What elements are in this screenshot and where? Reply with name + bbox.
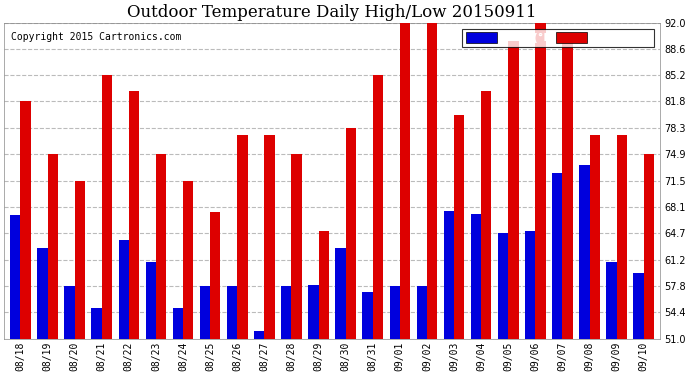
Text: Copyright 2015 Cartronics.com: Copyright 2015 Cartronics.com: [11, 32, 181, 42]
Bar: [481, 90, 491, 339]
Bar: [156, 154, 166, 339]
Bar: [119, 240, 129, 339]
Bar: [373, 75, 383, 339]
Bar: [535, 23, 546, 339]
Bar: [617, 135, 627, 339]
Bar: [498, 233, 509, 339]
Bar: [427, 23, 437, 339]
Bar: [64, 286, 75, 339]
Bar: [254, 331, 264, 339]
Bar: [291, 154, 302, 339]
Bar: [525, 231, 535, 339]
Bar: [237, 135, 248, 339]
Bar: [172, 308, 183, 339]
Bar: [346, 128, 356, 339]
Bar: [633, 273, 644, 339]
Bar: [580, 165, 589, 339]
Bar: [509, 41, 519, 339]
Bar: [335, 248, 346, 339]
Bar: [92, 308, 101, 339]
Bar: [390, 286, 400, 339]
Bar: [281, 286, 291, 339]
Bar: [10, 215, 21, 339]
Bar: [183, 181, 193, 339]
Bar: [200, 286, 210, 339]
Bar: [75, 181, 85, 339]
Bar: [227, 286, 237, 339]
Bar: [552, 173, 562, 339]
Bar: [319, 231, 329, 339]
Bar: [48, 154, 58, 339]
Bar: [129, 90, 139, 339]
Bar: [607, 262, 617, 339]
Bar: [400, 23, 410, 339]
Bar: [644, 154, 654, 339]
Bar: [264, 135, 275, 339]
Bar: [101, 75, 112, 339]
Title: Outdoor Temperature Daily High/Low 20150911: Outdoor Temperature Daily High/Low 20150…: [128, 4, 537, 21]
Bar: [21, 101, 31, 339]
Bar: [37, 248, 48, 339]
Bar: [562, 41, 573, 339]
Bar: [417, 286, 427, 339]
Bar: [444, 211, 454, 339]
Bar: [146, 262, 156, 339]
Bar: [308, 285, 319, 339]
Bar: [362, 292, 373, 339]
Bar: [471, 214, 481, 339]
Legend: Low  (°F), High  (°F): Low (°F), High (°F): [462, 28, 654, 47]
Bar: [210, 211, 220, 339]
Bar: [589, 135, 600, 339]
Bar: [454, 115, 464, 339]
